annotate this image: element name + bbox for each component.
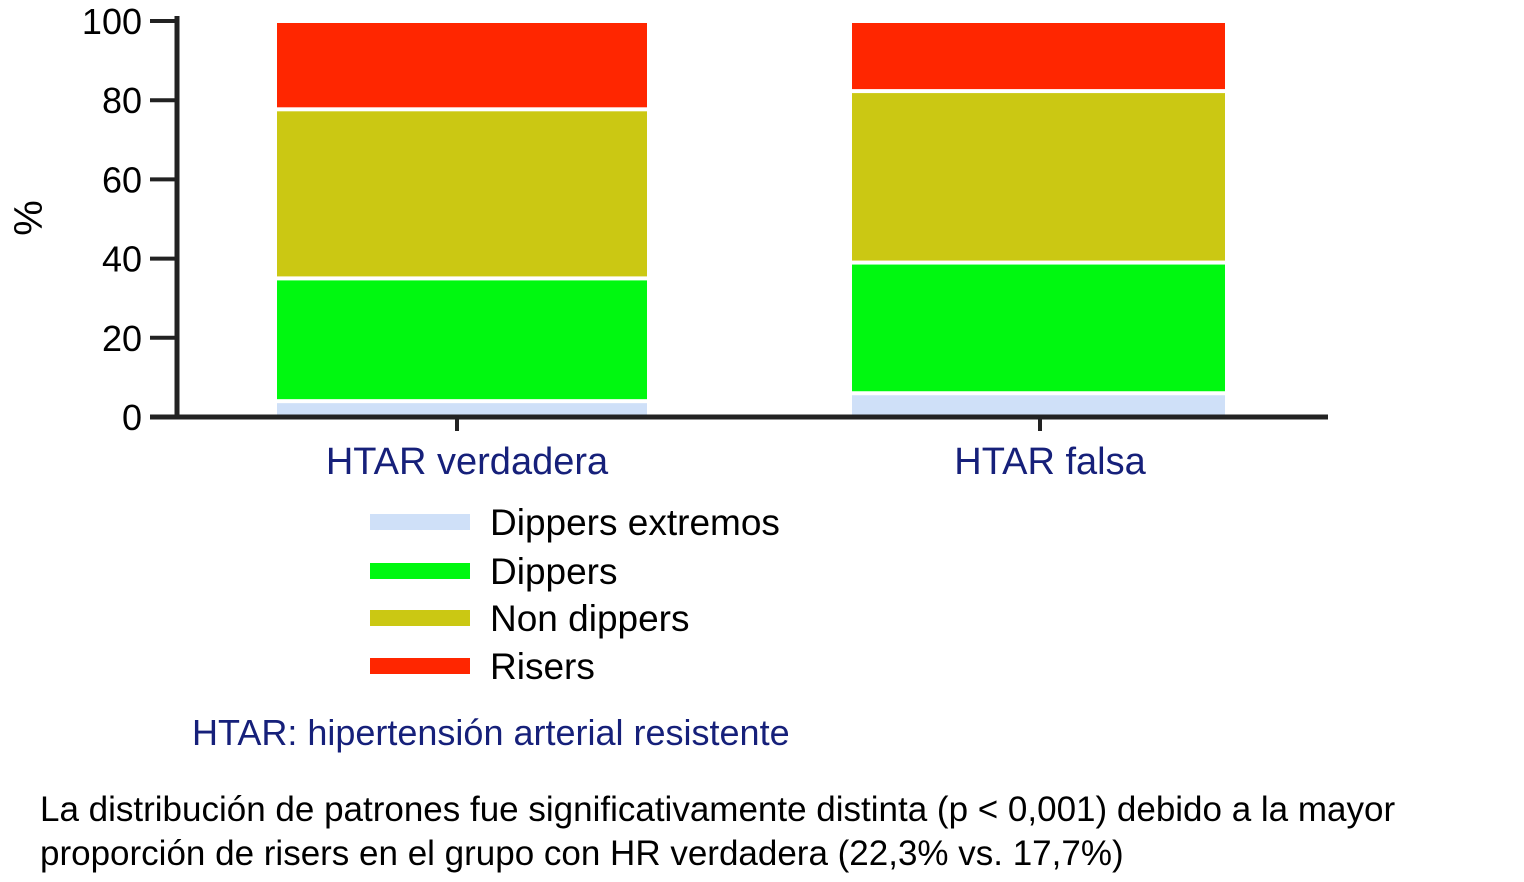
legend-label: Dippers (490, 551, 618, 592)
y-axis-label: % (7, 200, 51, 236)
bar-segment-non-dippers (277, 111, 647, 277)
figure-caption: La distribución de patrones fue signific… (40, 790, 1396, 873)
abbreviation-note: HTAR: hipertensión arterial resistente (192, 712, 790, 753)
bar-segment-dippers (852, 264, 1225, 392)
legend-swatch (370, 658, 470, 674)
x-tick-label: HTAR falsa (954, 441, 1146, 483)
y-tick-label: 80 (102, 80, 142, 121)
bar-segment-risers (852, 23, 1225, 90)
y-tick-label: 100 (82, 1, 142, 42)
legend-swatch (370, 563, 470, 579)
y-tick-label: 40 (102, 239, 142, 280)
legend-label: Risers (490, 646, 595, 687)
bar-segment-dippers (277, 280, 647, 400)
legend-label: Dippers extremos (490, 502, 780, 543)
y-tick-label: 20 (102, 318, 142, 359)
bar-segment-non-dippers (852, 93, 1225, 261)
legend-label: Non dippers (490, 598, 690, 639)
x-tick-label: HTAR verdadera (326, 441, 609, 483)
y-tick-label: 60 (102, 159, 142, 200)
bar-segment-dippers-extremos (277, 403, 647, 415)
bar-segment-risers (277, 23, 647, 108)
bar-segment-dippers-extremos (852, 395, 1225, 415)
legend-swatch (370, 514, 470, 530)
y-tick-label: 0 (122, 397, 142, 438)
legend-swatch (370, 610, 470, 626)
